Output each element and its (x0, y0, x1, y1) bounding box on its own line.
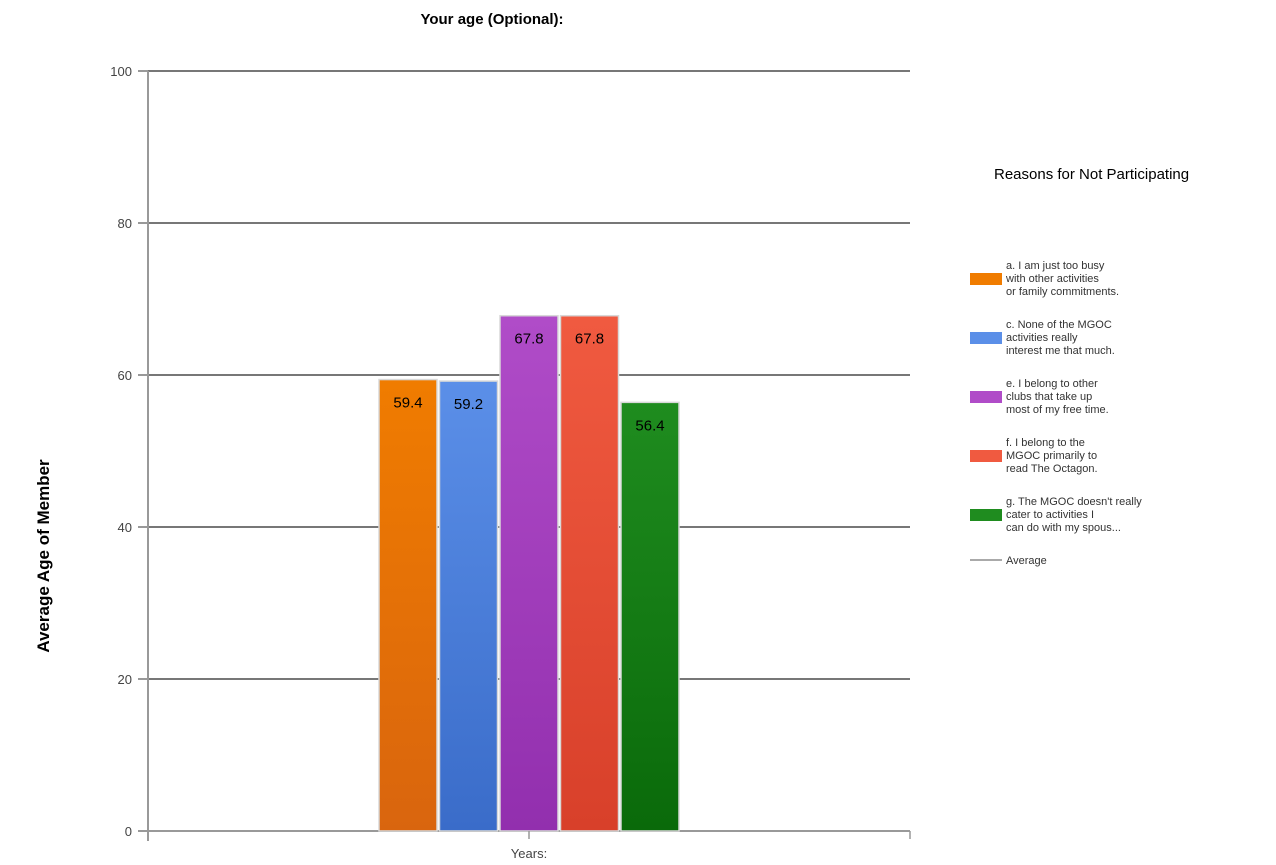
data-label: 59.2 (454, 396, 483, 413)
legend-entry-text: or family commitments. (1006, 286, 1119, 298)
x-category-label: Years: (511, 846, 547, 861)
bar (438, 380, 499, 832)
data-label: 67.8 (575, 331, 604, 348)
data-label: 56.4 (635, 417, 664, 434)
legend-entry-text: interest me that much. (1006, 345, 1115, 357)
bar (559, 314, 620, 832)
legend-swatch (970, 273, 1002, 285)
legend-entry-text: Average (1006, 555, 1047, 567)
y-tick-label: 0 (125, 824, 132, 839)
legend-swatch (970, 332, 1002, 344)
y-tick-label: 40 (118, 520, 132, 535)
bars (378, 314, 680, 832)
legend-title: Reasons for Not Participating (994, 166, 1189, 183)
legend-entry-text: cater to activities I (1006, 509, 1094, 521)
bar (499, 314, 559, 832)
legend-entry-text: activities really (1006, 332, 1078, 344)
y-tick-label: 80 (118, 216, 132, 231)
y-tick-label: 100 (110, 64, 132, 79)
legend-swatch (970, 450, 1002, 462)
legend-entry-text: g. The MGOC doesn't really (1006, 496, 1142, 508)
legend-entry-text: MGOC primarily to (1006, 450, 1097, 462)
legend-entry-text: a. I am just too busy (1006, 260, 1105, 272)
legend-entry-text: most of my free time. (1006, 404, 1109, 416)
legend-swatch (970, 391, 1002, 403)
legend-swatch (970, 509, 1002, 521)
legend-entry-text: can do with my spous... (1006, 522, 1121, 534)
legend-entry-text: c. None of the MGOC (1006, 319, 1112, 331)
legend-entry-text: with other activities (1005, 273, 1099, 285)
legend-entry-text: f. I belong to the (1006, 437, 1085, 449)
legend-entry-text: read The Octagon. (1006, 463, 1098, 475)
bar (378, 378, 438, 832)
chart-title: Your age (Optional): (420, 11, 563, 28)
x-axis-categories: Years: (511, 831, 547, 861)
data-label: 59.4 (393, 395, 422, 412)
y-axis-label: Average Age of Member (34, 459, 53, 653)
data-label: 67.8 (514, 331, 543, 348)
data-labels: 59.4 59.2 67.8 67.8 56.4 (393, 331, 664, 435)
y-axis-ticks: 0 20 40 60 80 100 (110, 64, 148, 839)
legend-entry-text: e. I belong to other (1006, 378, 1098, 390)
y-tick-label: 60 (118, 368, 132, 383)
bar (620, 401, 680, 832)
legend-entry-text: clubs that take up (1006, 391, 1092, 403)
y-tick-label: 20 (118, 672, 132, 687)
